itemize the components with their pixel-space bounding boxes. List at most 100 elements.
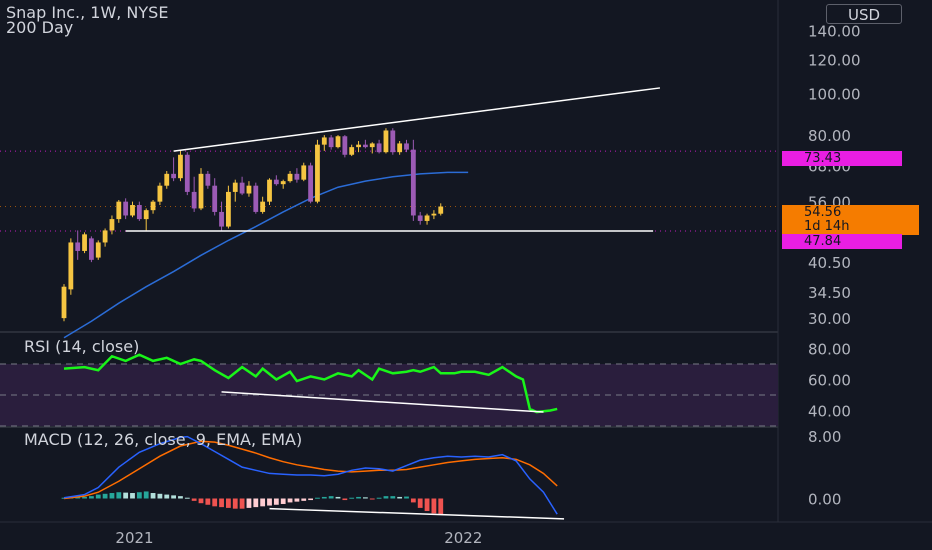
- candle-body: [116, 201, 122, 220]
- macd-histogram-bar: [164, 494, 170, 499]
- macd-histogram-bar: [157, 493, 163, 499]
- macd-histogram-bar: [410, 498, 416, 503]
- macd-histogram-bar: [424, 498, 430, 512]
- macd-histogram-bar: [356, 496, 361, 499]
- macd-histogram-bar: [102, 493, 108, 499]
- macd-histogram-bar: [184, 497, 190, 499]
- macd-histogram-bar: [301, 498, 307, 501]
- candle-body: [424, 215, 430, 221]
- candle-body: [130, 205, 135, 216]
- candle-body: [404, 143, 409, 150]
- candle-body: [335, 136, 341, 148]
- price-tick-label: 40.50: [808, 254, 851, 272]
- candle-body: [342, 136, 348, 155]
- macd-histogram-bar: [260, 498, 266, 507]
- candle-body: [308, 165, 313, 202]
- level-badge-high: 73.43: [782, 151, 902, 166]
- macd-histogram-bar: [438, 498, 444, 515]
- macd-histogram-bar: [239, 498, 245, 509]
- candle-body: [109, 219, 115, 231]
- price-tick-label: 80.00: [808, 127, 851, 145]
- candle-body: [178, 154, 183, 179]
- macd-legend[interactable]: MACD (12, 26, close, 9, EMA, EMA): [24, 430, 303, 449]
- level-badge-low: 47.84: [782, 234, 902, 249]
- macd-histogram-bar: [130, 493, 135, 499]
- macd-histogram-bar: [294, 498, 300, 502]
- macd-histogram-bar: [171, 495, 176, 499]
- macd-histogram-bar: [198, 498, 204, 504]
- rsi-tick-label: 60.00: [808, 372, 851, 390]
- macd-histogram-bar: [397, 496, 403, 499]
- price-badge-value: 54.56: [804, 205, 842, 220]
- macd-histogram-bar: [109, 493, 115, 499]
- rsi-legend[interactable]: RSI (14, close): [24, 337, 140, 356]
- candle-body: [89, 238, 94, 260]
- candle-body: [164, 173, 170, 186]
- candle-body: [239, 182, 245, 194]
- candle-body: [417, 215, 423, 221]
- candle-body: [369, 143, 375, 148]
- candle-body: [356, 144, 361, 148]
- macd-histogram-bar: [376, 497, 382, 499]
- price-badge-countdown: 1d 14h: [804, 219, 850, 234]
- candle-body: [212, 185, 218, 212]
- candle-body: [150, 201, 156, 211]
- macd-histogram-bar: [253, 498, 259, 508]
- macd-histogram-bar: [232, 498, 238, 509]
- candle-body: [171, 173, 176, 179]
- macd-histogram-bar: [342, 498, 348, 501]
- macd-histogram-bar: [308, 498, 313, 501]
- macd-signal-line: [63, 440, 558, 500]
- time-tick-label: 2022: [444, 529, 482, 547]
- symbol-title[interactable]: Snap Inc., 1W, NYSE: [6, 3, 169, 22]
- candle-body: [315, 144, 320, 202]
- macd-histogram-bar: [219, 498, 224, 508]
- candle-body: [328, 137, 334, 148]
- candle-body: [301, 165, 307, 180]
- candle-body: [198, 173, 204, 209]
- macd-histogram-bar: [369, 498, 375, 500]
- macd-histogram-bar: [335, 496, 341, 499]
- currency-selector[interactable]: USD: [826, 4, 902, 24]
- macd-histogram-bar: [75, 497, 81, 499]
- candle-body: [136, 205, 142, 220]
- macd-histogram-bar: [363, 497, 368, 499]
- candle-body: [363, 144, 368, 148]
- candle-body: [123, 201, 129, 216]
- macd-histogram-bar: [136, 492, 142, 499]
- candle-body: [143, 210, 149, 220]
- candle-body: [349, 147, 355, 155]
- candle-body: [431, 213, 437, 216]
- candle-body: [321, 137, 327, 145]
- price-badge: 54.56 1d 14h: [782, 205, 919, 235]
- macd-histogram-bar: [212, 498, 218, 507]
- rsi-tick-label: 80.00: [808, 341, 851, 359]
- macd-histogram-bar: [205, 498, 211, 505]
- price-tick-label: 100.00: [808, 85, 861, 103]
- rsi-divergence-line: [221, 391, 544, 413]
- candle-body: [410, 149, 416, 216]
- macd-histogram-bar: [328, 496, 334, 499]
- indicator-label: 200 Day: [6, 18, 74, 37]
- macd-histogram-bar: [267, 498, 272, 506]
- candle-body: [205, 173, 211, 186]
- candle-body: [246, 185, 252, 194]
- macd-histogram-bar: [321, 496, 327, 499]
- candle-body: [397, 143, 403, 153]
- candle-body: [273, 179, 279, 185]
- macd-histogram-bar: [315, 497, 320, 499]
- macd-histogram-bar: [178, 496, 183, 499]
- candle-body: [184, 154, 190, 192]
- candle-body: [260, 201, 266, 212]
- candle-body: [383, 130, 389, 153]
- moving-average-line: [63, 171, 469, 339]
- candle-body: [287, 173, 293, 182]
- price-tick-label: 120.00: [808, 51, 861, 69]
- trendline: [173, 87, 661, 152]
- macd-tick-label: 8.00: [808, 428, 841, 446]
- macd-histogram-bar: [116, 492, 122, 499]
- price-tick-label: 34.50: [808, 284, 851, 302]
- macd-histogram-bar: [280, 498, 286, 504]
- macd-histogram-bar: [89, 496, 94, 499]
